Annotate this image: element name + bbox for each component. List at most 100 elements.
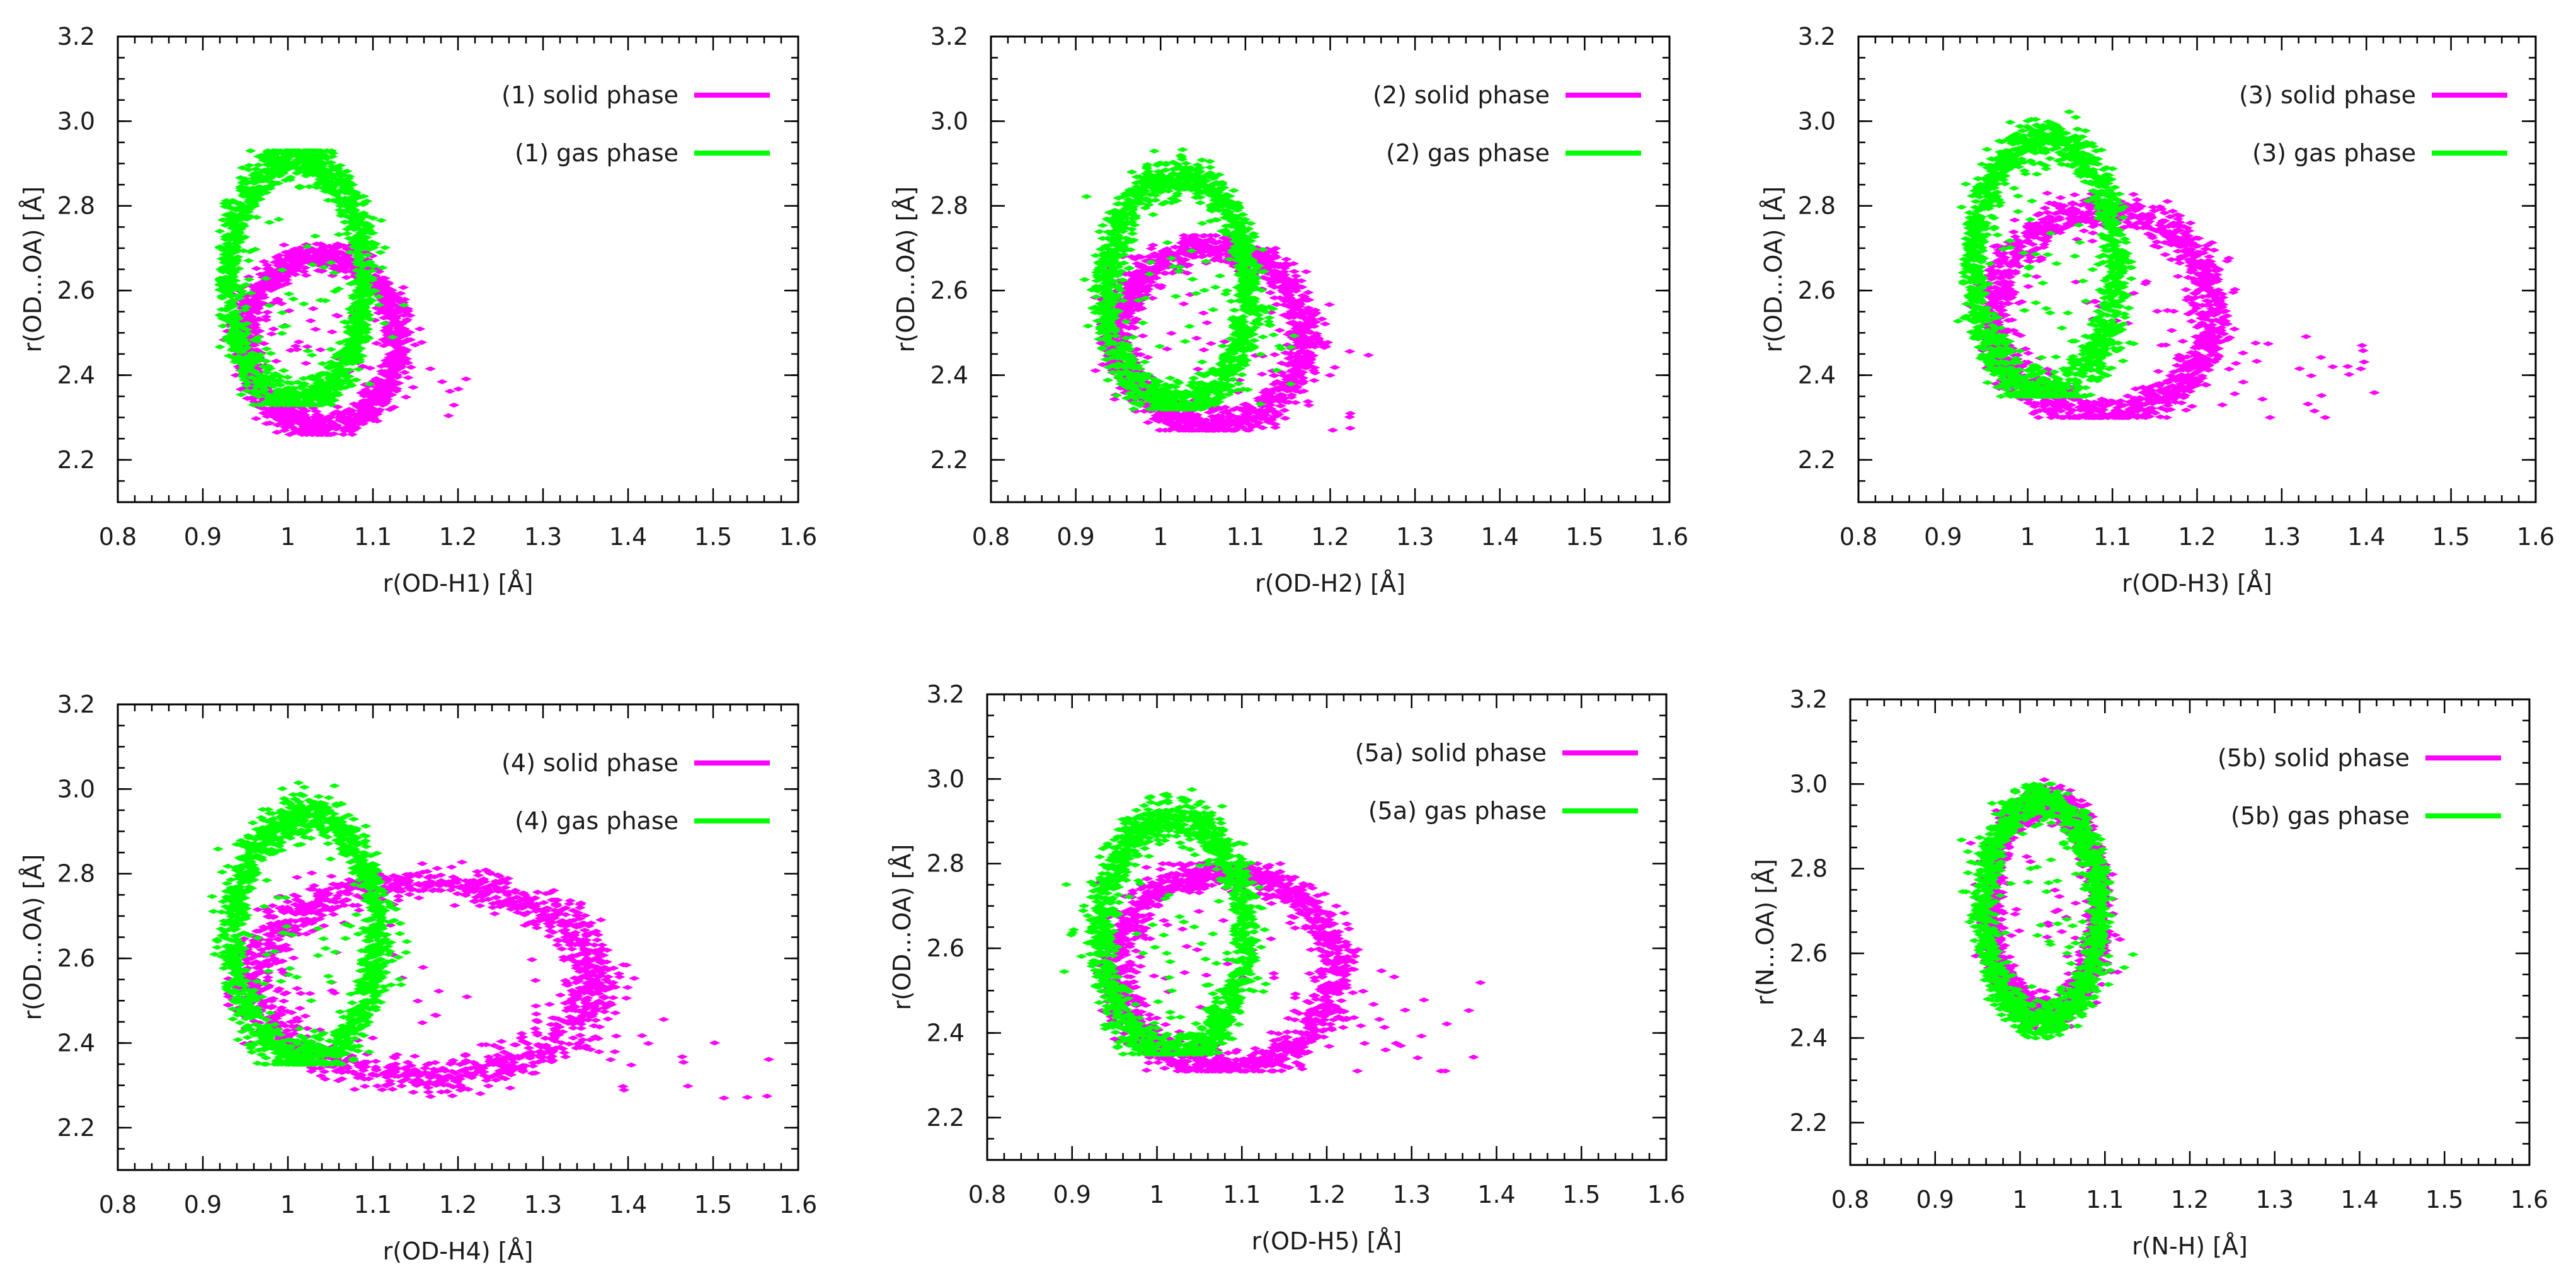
data-point (272, 297, 283, 303)
data-point (329, 289, 341, 294)
data-point (306, 261, 318, 267)
data-point (337, 432, 349, 437)
data-point (234, 347, 246, 353)
data-point (248, 337, 260, 343)
data-point (352, 417, 364, 423)
data-point (246, 362, 258, 368)
data-point (1290, 273, 1302, 279)
data-point (346, 310, 358, 316)
data-point (1302, 399, 1314, 404)
data-point (282, 413, 294, 418)
data-point (235, 392, 247, 398)
data-point (1177, 301, 1189, 307)
data-point (260, 314, 272, 319)
data-point (1312, 335, 1324, 341)
data-point (330, 256, 342, 261)
data-point (223, 261, 235, 267)
data-point (1109, 396, 1121, 402)
data-point (379, 391, 391, 396)
data-point (352, 219, 364, 224)
data-point (405, 364, 417, 370)
data-point (226, 300, 238, 306)
data-point (332, 404, 344, 410)
data-point (346, 338, 358, 343)
data-point (280, 152, 292, 158)
data-point (376, 265, 388, 270)
data-point (1142, 420, 1154, 425)
data-point (378, 343, 390, 348)
data-point (269, 260, 281, 265)
data-point (347, 209, 359, 214)
data-point (250, 416, 262, 422)
data-point (1363, 352, 1375, 358)
data-point (234, 295, 246, 301)
data-point (266, 331, 278, 337)
series-gas-points (214, 148, 409, 408)
data-point (309, 233, 321, 239)
data-point (319, 154, 331, 160)
data-point (404, 313, 416, 318)
data-point (425, 366, 437, 372)
data-point (251, 214, 263, 220)
data-point (1308, 311, 1320, 317)
data-point (272, 398, 284, 404)
data-point (1097, 222, 1109, 228)
data-point (292, 251, 304, 256)
data-point (315, 167, 327, 173)
data-point (215, 267, 227, 273)
data-point (1268, 381, 1280, 387)
data-point (252, 171, 264, 176)
data-point (348, 401, 360, 407)
data-point (378, 280, 390, 286)
data-point (1203, 410, 1215, 415)
data-point (269, 392, 281, 398)
data-point (248, 180, 260, 186)
data-point (255, 301, 266, 306)
data-point (351, 268, 363, 273)
data-point (340, 275, 352, 280)
data-point (301, 427, 312, 433)
data-point (317, 361, 329, 367)
data-point (372, 418, 384, 424)
data-point (1136, 333, 1148, 339)
data-point (314, 384, 326, 389)
data-point (273, 163, 285, 168)
data-point (220, 307, 232, 313)
data-point (327, 151, 339, 156)
data-point (277, 409, 289, 415)
data-point (1239, 419, 1251, 425)
data-point (383, 358, 395, 364)
data-point (273, 217, 285, 222)
data-point (1305, 330, 1317, 335)
data-point (315, 371, 327, 377)
data-point (260, 374, 272, 380)
data-point (374, 395, 386, 401)
data-point (398, 302, 409, 308)
data-point (225, 270, 237, 276)
y-axis-label: r(OD...OA) [Å] (19, 186, 47, 353)
data-point (1279, 415, 1291, 421)
data-point (353, 357, 365, 362)
data-point (1324, 372, 1336, 378)
data-point (214, 312, 226, 318)
data-point (274, 374, 286, 379)
data-point (272, 180, 284, 186)
data-point (302, 348, 314, 353)
data-point (379, 321, 391, 326)
data-point (356, 319, 368, 325)
data-point (383, 380, 395, 386)
data-point (230, 240, 242, 246)
data-point (260, 190, 272, 195)
y-tick-label: 2.4 (57, 361, 95, 389)
data-point (392, 344, 404, 350)
data-point (343, 416, 355, 422)
data-point (268, 170, 280, 176)
data-point (323, 160, 335, 166)
data-point (270, 358, 282, 364)
data-point (265, 350, 277, 356)
data-point (219, 200, 231, 206)
data-point (1269, 352, 1281, 357)
data-point (368, 409, 380, 415)
data-point (1124, 306, 1136, 312)
data-point (1271, 413, 1283, 419)
